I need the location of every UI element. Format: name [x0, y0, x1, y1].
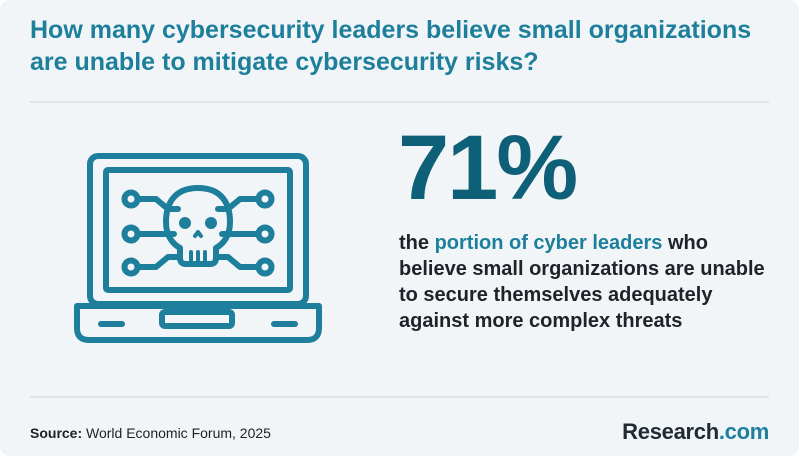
divider-bottom: [30, 396, 769, 398]
divider-top: [30, 101, 769, 103]
source-label: Source:: [30, 425, 83, 441]
description-highlight: portion of cyber leaders: [434, 232, 663, 254]
brand-logo: Research.com: [622, 419, 769, 445]
source-text: World Economic Forum, 2025: [82, 425, 271, 441]
description-rest: who believe small organizations are unab…: [399, 232, 765, 332]
page-title: How many cybersecurity leaders believe s…: [30, 16, 752, 76]
laptop-skull-icon: [74, 153, 322, 343]
stat-value: 71%: [398, 117, 578, 219]
source-note: Source: World Economic Forum, 2025: [30, 424, 271, 442]
brand-name: Research: [622, 419, 719, 444]
brand-tld: .com: [718, 419, 769, 444]
description-prefix: the: [399, 232, 435, 254]
stat-description: the portion of cyber leaders who believe…: [399, 230, 769, 334]
